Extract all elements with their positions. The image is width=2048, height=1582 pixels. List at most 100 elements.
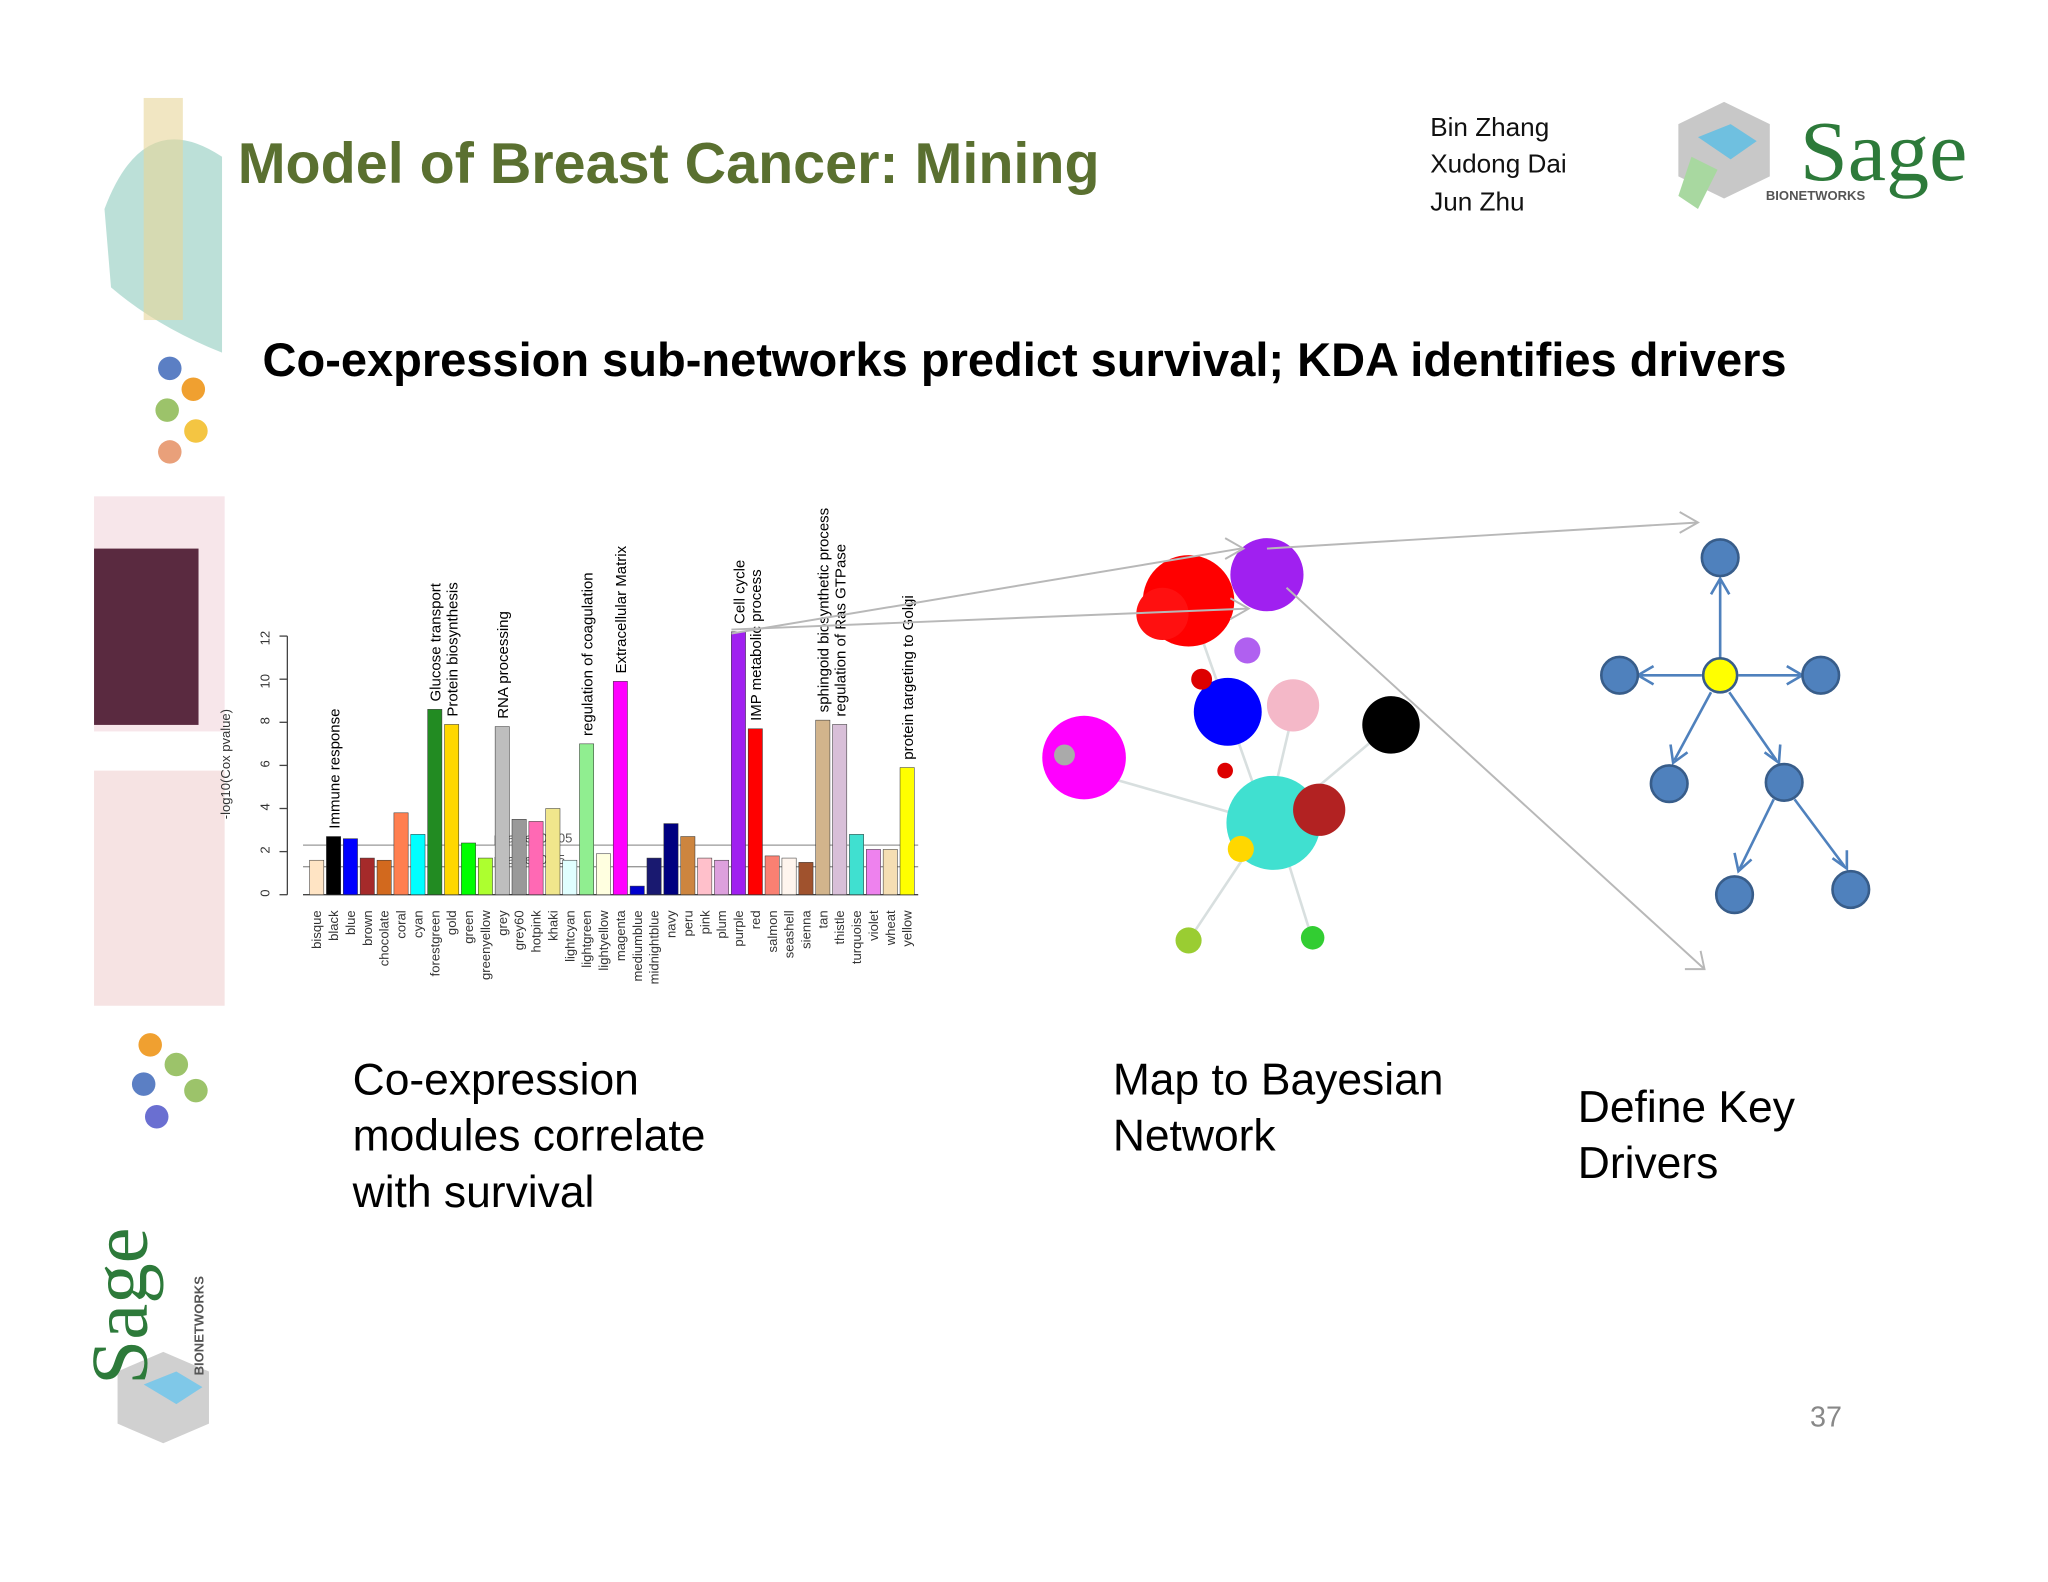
caption-line: Define Key: [1578, 1083, 1796, 1132]
bar: [461, 842, 476, 895]
x-tick-label: yellow: [900, 910, 915, 947]
bar: [714, 859, 729, 895]
bar-annotation: sphingoid biosynthetic process: [816, 508, 833, 713]
bar-annotation: Extracellular Matrix: [613, 545, 630, 673]
y-tick-label: 12: [258, 631, 273, 646]
caption-line: Co-expression: [353, 1056, 639, 1105]
x-tick-label: thistle: [832, 910, 847, 944]
side-logo-sub: BIONETWORKS: [192, 1276, 207, 1376]
bar-annotation: regulation of Ras GTPase: [833, 544, 850, 717]
x-tick-label: bisque: [309, 910, 324, 948]
bar: [528, 821, 544, 895]
bar: [494, 726, 510, 895]
x-tick-label: cyan: [410, 910, 425, 938]
y-axis-label: -log10(Cox pvalue): [218, 709, 233, 819]
x-tick-label: green: [461, 910, 476, 943]
x-tick-label: pink: [697, 910, 712, 934]
logo-mark: [1678, 101, 1770, 209]
x-tick-label: midnightblue: [647, 910, 662, 984]
x-tick-label: lightgreen: [579, 910, 594, 967]
bar: [764, 855, 780, 895]
x-tick-label: tan: [815, 910, 830, 928]
bar: [427, 709, 443, 895]
bar: [410, 834, 426, 895]
caption-line: Network: [1113, 1112, 1277, 1161]
x-tick-label: turquoise: [849, 910, 864, 964]
caption-line: Map to Bayesian: [1113, 1056, 1444, 1105]
bar: [562, 859, 578, 895]
bar: [882, 849, 898, 895]
logo-word: Sage: [1800, 103, 1968, 199]
bar: [798, 862, 814, 895]
logo-sub: BIONETWORKS: [1766, 188, 1866, 203]
x-tick-label: navy: [664, 910, 679, 938]
bar: [646, 857, 662, 895]
captions: Co-expression modules correlate with survi…: [352, 1056, 1796, 1217]
bar: [376, 859, 392, 895]
x-tick-label: brown: [360, 910, 375, 946]
tree-nodes: [1599, 538, 1871, 915]
bar: [697, 857, 713, 895]
bar: [545, 808, 561, 895]
author: Jun Zhu: [1430, 186, 1524, 216]
bar: [629, 885, 645, 895]
network-illustration: [731, 511, 1706, 971]
bar-annotation: Glucose transport: [428, 582, 445, 701]
author: Xudong Dai: [1430, 148, 1566, 178]
bar-annotation: RNA processing: [495, 611, 512, 719]
bar: [899, 767, 915, 895]
x-tick-label: gold: [444, 910, 459, 935]
x-tick-label: greenyellow: [478, 910, 493, 980]
bar: [612, 681, 628, 895]
x-tick-label: lightcyan: [562, 910, 577, 962]
x-tick-label: chocolate: [377, 910, 392, 966]
bar: [444, 724, 460, 895]
bar: [663, 823, 679, 895]
bar: [393, 812, 409, 895]
bar-annotation: IMP metabolic process: [748, 569, 765, 721]
bar: [781, 857, 797, 895]
y-tick-label: 4: [258, 803, 273, 810]
bar: [596, 853, 611, 895]
bar: [680, 836, 696, 895]
x-tick-label: magenta: [613, 910, 628, 962]
decor-strip: [94, 97, 225, 1444]
y-tick-label: 2: [258, 846, 273, 853]
bar: [832, 724, 848, 895]
bar-annotation: Protein biosynthesis: [445, 582, 462, 716]
x-tick-label: violet: [866, 910, 881, 941]
x-tick-label: sienna: [799, 910, 814, 949]
x-tick-label: coral: [394, 910, 409, 938]
bar: [309, 859, 325, 895]
side-logo-word: Sage: [74, 1227, 164, 1384]
x-tick-label: seashell: [782, 910, 797, 958]
caption-line: modules correlate: [353, 1112, 706, 1161]
x-tick-label: lightyellow: [596, 910, 611, 971]
bar: [731, 631, 746, 895]
bar: [747, 728, 763, 895]
x-tick-label: grey60: [512, 910, 527, 950]
bar: [579, 743, 595, 895]
caption-line: with survival: [352, 1168, 595, 1217]
bar-annotation: protein targeting to Golgi: [900, 595, 917, 759]
x-tick-label: wheat: [883, 910, 898, 946]
x-tick-label: black: [326, 910, 341, 941]
x-tick-label: khaki: [545, 910, 560, 941]
bar: [359, 857, 375, 895]
bar: [866, 849, 881, 895]
x-tick-label: peru: [680, 910, 695, 936]
bar-annotation: Immune response: [326, 708, 343, 828]
bar-annotation: Cell cycle: [731, 560, 748, 624]
x-tick-label: purple: [731, 910, 746, 946]
slide-subtitle: Co-expression sub-networks predict survi…: [263, 333, 1787, 386]
bar: [815, 719, 831, 895]
x-tick-label: plum: [714, 910, 729, 938]
x-tick-label: forestgreen: [427, 910, 442, 976]
author: Bin Zhang: [1430, 112, 1549, 142]
x-tick-label: hotpink: [529, 910, 544, 953]
y-tick-label: 0: [258, 889, 273, 896]
bar: [849, 834, 864, 895]
